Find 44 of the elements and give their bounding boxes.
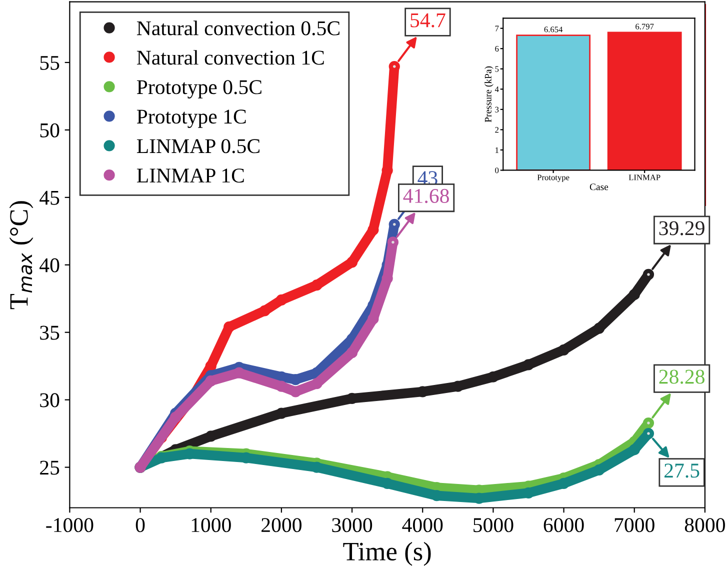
x-tick-label: 2000 xyxy=(262,518,302,532)
y-tick-label: 1 xyxy=(496,147,498,153)
x-tick-label: Prototype xyxy=(537,174,570,182)
legend-label: Natural convection 1C xyxy=(136,50,324,65)
y-tick-label: 4 xyxy=(494,86,499,92)
x-axis-title: Time (s) xyxy=(343,542,431,566)
legend-label: LINMAP 1C xyxy=(136,168,244,183)
annotation: 54.7 xyxy=(410,13,446,28)
y-tick-label: 7 xyxy=(495,26,499,32)
x-tick-label: 6000 xyxy=(544,518,584,532)
legend-label: LINMAP 0.5C xyxy=(136,139,260,154)
legend-label: Natural convection 0.5C xyxy=(136,20,340,36)
y-tick-label: 40 xyxy=(40,258,60,272)
y-tick-label: 30 xyxy=(40,393,60,408)
legend-label: Prototype 0.5C xyxy=(136,80,262,98)
x-tick-label: 1000 xyxy=(192,518,231,532)
x-tick-label: -1000 xyxy=(46,518,94,532)
x-tick-label: LINMAP xyxy=(628,174,660,180)
x-tick-label: 4000 xyxy=(402,518,443,532)
y-tick-label: 55 xyxy=(40,56,60,70)
x-tick-label: 7000 xyxy=(614,518,654,532)
x-tick-label: 0 xyxy=(136,518,145,532)
data-label: 6.654 xyxy=(544,26,563,32)
y-tick-label: 0 xyxy=(495,168,499,174)
x-tick-label: 3000 xyxy=(332,518,372,532)
y-axis-title: Pressure (kPa) xyxy=(484,66,494,122)
y-axis-title: T$_{max}$ (°C) xyxy=(9,201,34,310)
y-tick-label: 45 xyxy=(40,190,60,205)
x-tick-label: 5000 xyxy=(474,518,514,532)
y-tick-label: 25 xyxy=(40,460,60,475)
y-tick-label: 50 xyxy=(40,123,60,138)
annotation: 41.68 xyxy=(403,188,449,204)
annotation: 28.28 xyxy=(659,370,704,384)
x-tick-label: 8000 xyxy=(684,518,725,532)
annotation: 39.29 xyxy=(659,221,704,236)
y-tick-label: 2 xyxy=(495,127,498,133)
y-tick-label: 3 xyxy=(495,106,499,112)
data-label: 6.797 xyxy=(636,24,654,30)
y-tick-label: 6 xyxy=(495,46,499,52)
x-axis-title: Case xyxy=(590,184,608,190)
legend-label: Prototype 1C xyxy=(136,110,246,128)
y-tick-label: 35 xyxy=(40,326,60,340)
annotation: 27.5 xyxy=(664,464,700,478)
y-tick-label: 5 xyxy=(495,66,499,72)
